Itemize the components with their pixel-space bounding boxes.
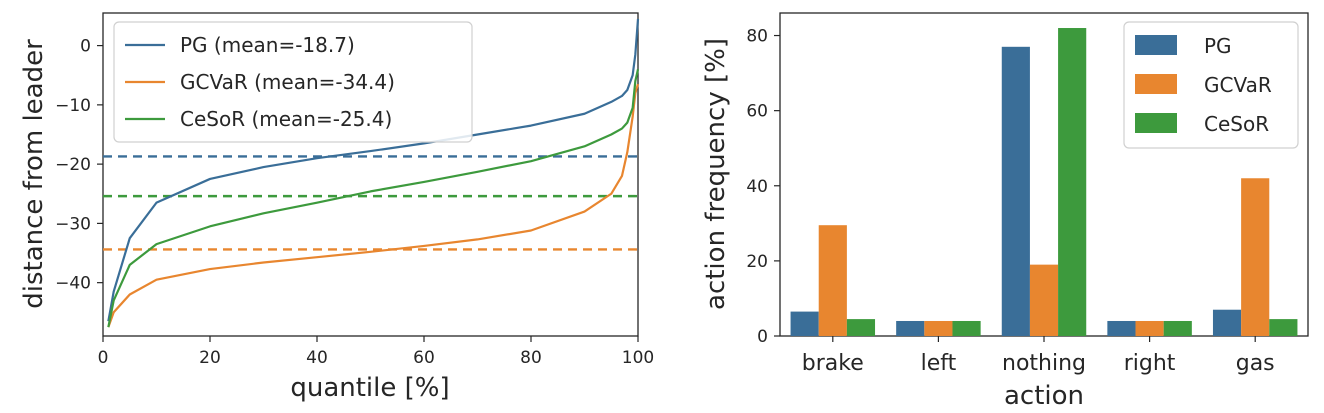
category-label-brake: brake (802, 351, 864, 376)
left-legend: PG (mean=-18.7) GCVaR (mean=-34.4) CeSoR… (113, 21, 473, 143)
legend-label-gcvar: GCVaR (mean=-34.4) (180, 70, 395, 94)
bar-pg-gas (1212, 309, 1242, 336)
action-frequency-bar-chart: brake left nothing right gas 0 20 40 60 80 actio… (701, 12, 1309, 411)
legend-swatch-cesor-bar (1135, 113, 1177, 133)
left-x-axis-label: quantile [%] (290, 373, 449, 403)
bar-cesor-gas (1269, 319, 1298, 336)
legend-label-pg: PG (mean=-18.7) (180, 33, 355, 57)
bar-cesor-left (952, 320, 981, 336)
bar-cesor-brake (846, 319, 876, 336)
bar-cesor-right (1163, 320, 1192, 336)
bar-cesor-nothing (1058, 28, 1087, 337)
y-tick-label: 40 (746, 177, 768, 197)
legend-swatch-pg-bar (1135, 35, 1177, 55)
category-label-right: right (1124, 351, 1176, 376)
y-tick-label: −30 (55, 214, 91, 234)
y-tick-label: 0 (80, 37, 91, 57)
bar-gcvar-left (924, 320, 953, 336)
legend-label-pg-bar: PG (1204, 34, 1232, 58)
quantile-line-chart: 0 20 40 60 80 100 0−10−20−30−40 quantile [%] … (19, 12, 654, 403)
y-tick-label: 80 (746, 27, 768, 47)
bar-pg-right (1107, 320, 1136, 336)
legend-label-gcvar-bar: GCVaR (1204, 73, 1272, 97)
bar-pg-brake (790, 311, 819, 336)
x-tick-label: 40 (306, 348, 328, 368)
y-tick-label: −10 (55, 96, 91, 116)
legend-label-cesor-bar: CeSoR (1204, 112, 1269, 136)
bar-gcvar-right (1135, 320, 1164, 336)
left-y-ticks: 0 −10 −20 −30 −40 (55, 37, 103, 294)
category-label-gas: gas (1236, 351, 1275, 376)
right-y-axis-label: action frequency [%] (701, 38, 731, 310)
right-x-ticks: brake left nothing right gas (802, 336, 1275, 376)
y-tick-label: 0 (757, 327, 768, 347)
series-line-cesor (107, 69, 640, 328)
x-tick-label: 0 (98, 348, 109, 368)
left-legend-box (113, 21, 473, 143)
y-tick-label: −40 (55, 274, 91, 294)
right-y-ticks: 0 20 40 60 80 (746, 27, 780, 347)
y-tick-label: −20 (55, 155, 91, 175)
right-bars (790, 28, 1298, 337)
y-tick-label: 20 (746, 252, 768, 272)
x-tick-label: 60 (413, 348, 435, 368)
legend-label-cesor: CeSoR (mean=-25.4) (180, 107, 392, 131)
bar-pg-nothing (1001, 46, 1030, 337)
category-label-nothing: nothing (1002, 351, 1086, 376)
bar-gcvar-brake (818, 225, 847, 336)
bar-pg-left (896, 320, 925, 336)
bar-gcvar-nothing (1029, 264, 1059, 336)
right-legend: PG GCVaR CeSoR (1123, 21, 1299, 149)
left-y-axis-label: distance from leader (19, 39, 49, 309)
x-tick-label: 100 (622, 348, 654, 368)
left-x-ticks: 0 20 40 60 80 100 (98, 336, 654, 368)
right-x-axis-label: action (1004, 381, 1084, 411)
y-tick-label: 60 (746, 102, 768, 122)
bar-gcvar-gas (1241, 178, 1270, 336)
x-tick-label: 20 (199, 348, 221, 368)
legend-swatch-gcvar-bar (1135, 74, 1177, 94)
category-label-left: left (921, 351, 957, 376)
x-tick-label: 80 (520, 348, 542, 368)
series-line-gcvar (107, 83, 640, 328)
